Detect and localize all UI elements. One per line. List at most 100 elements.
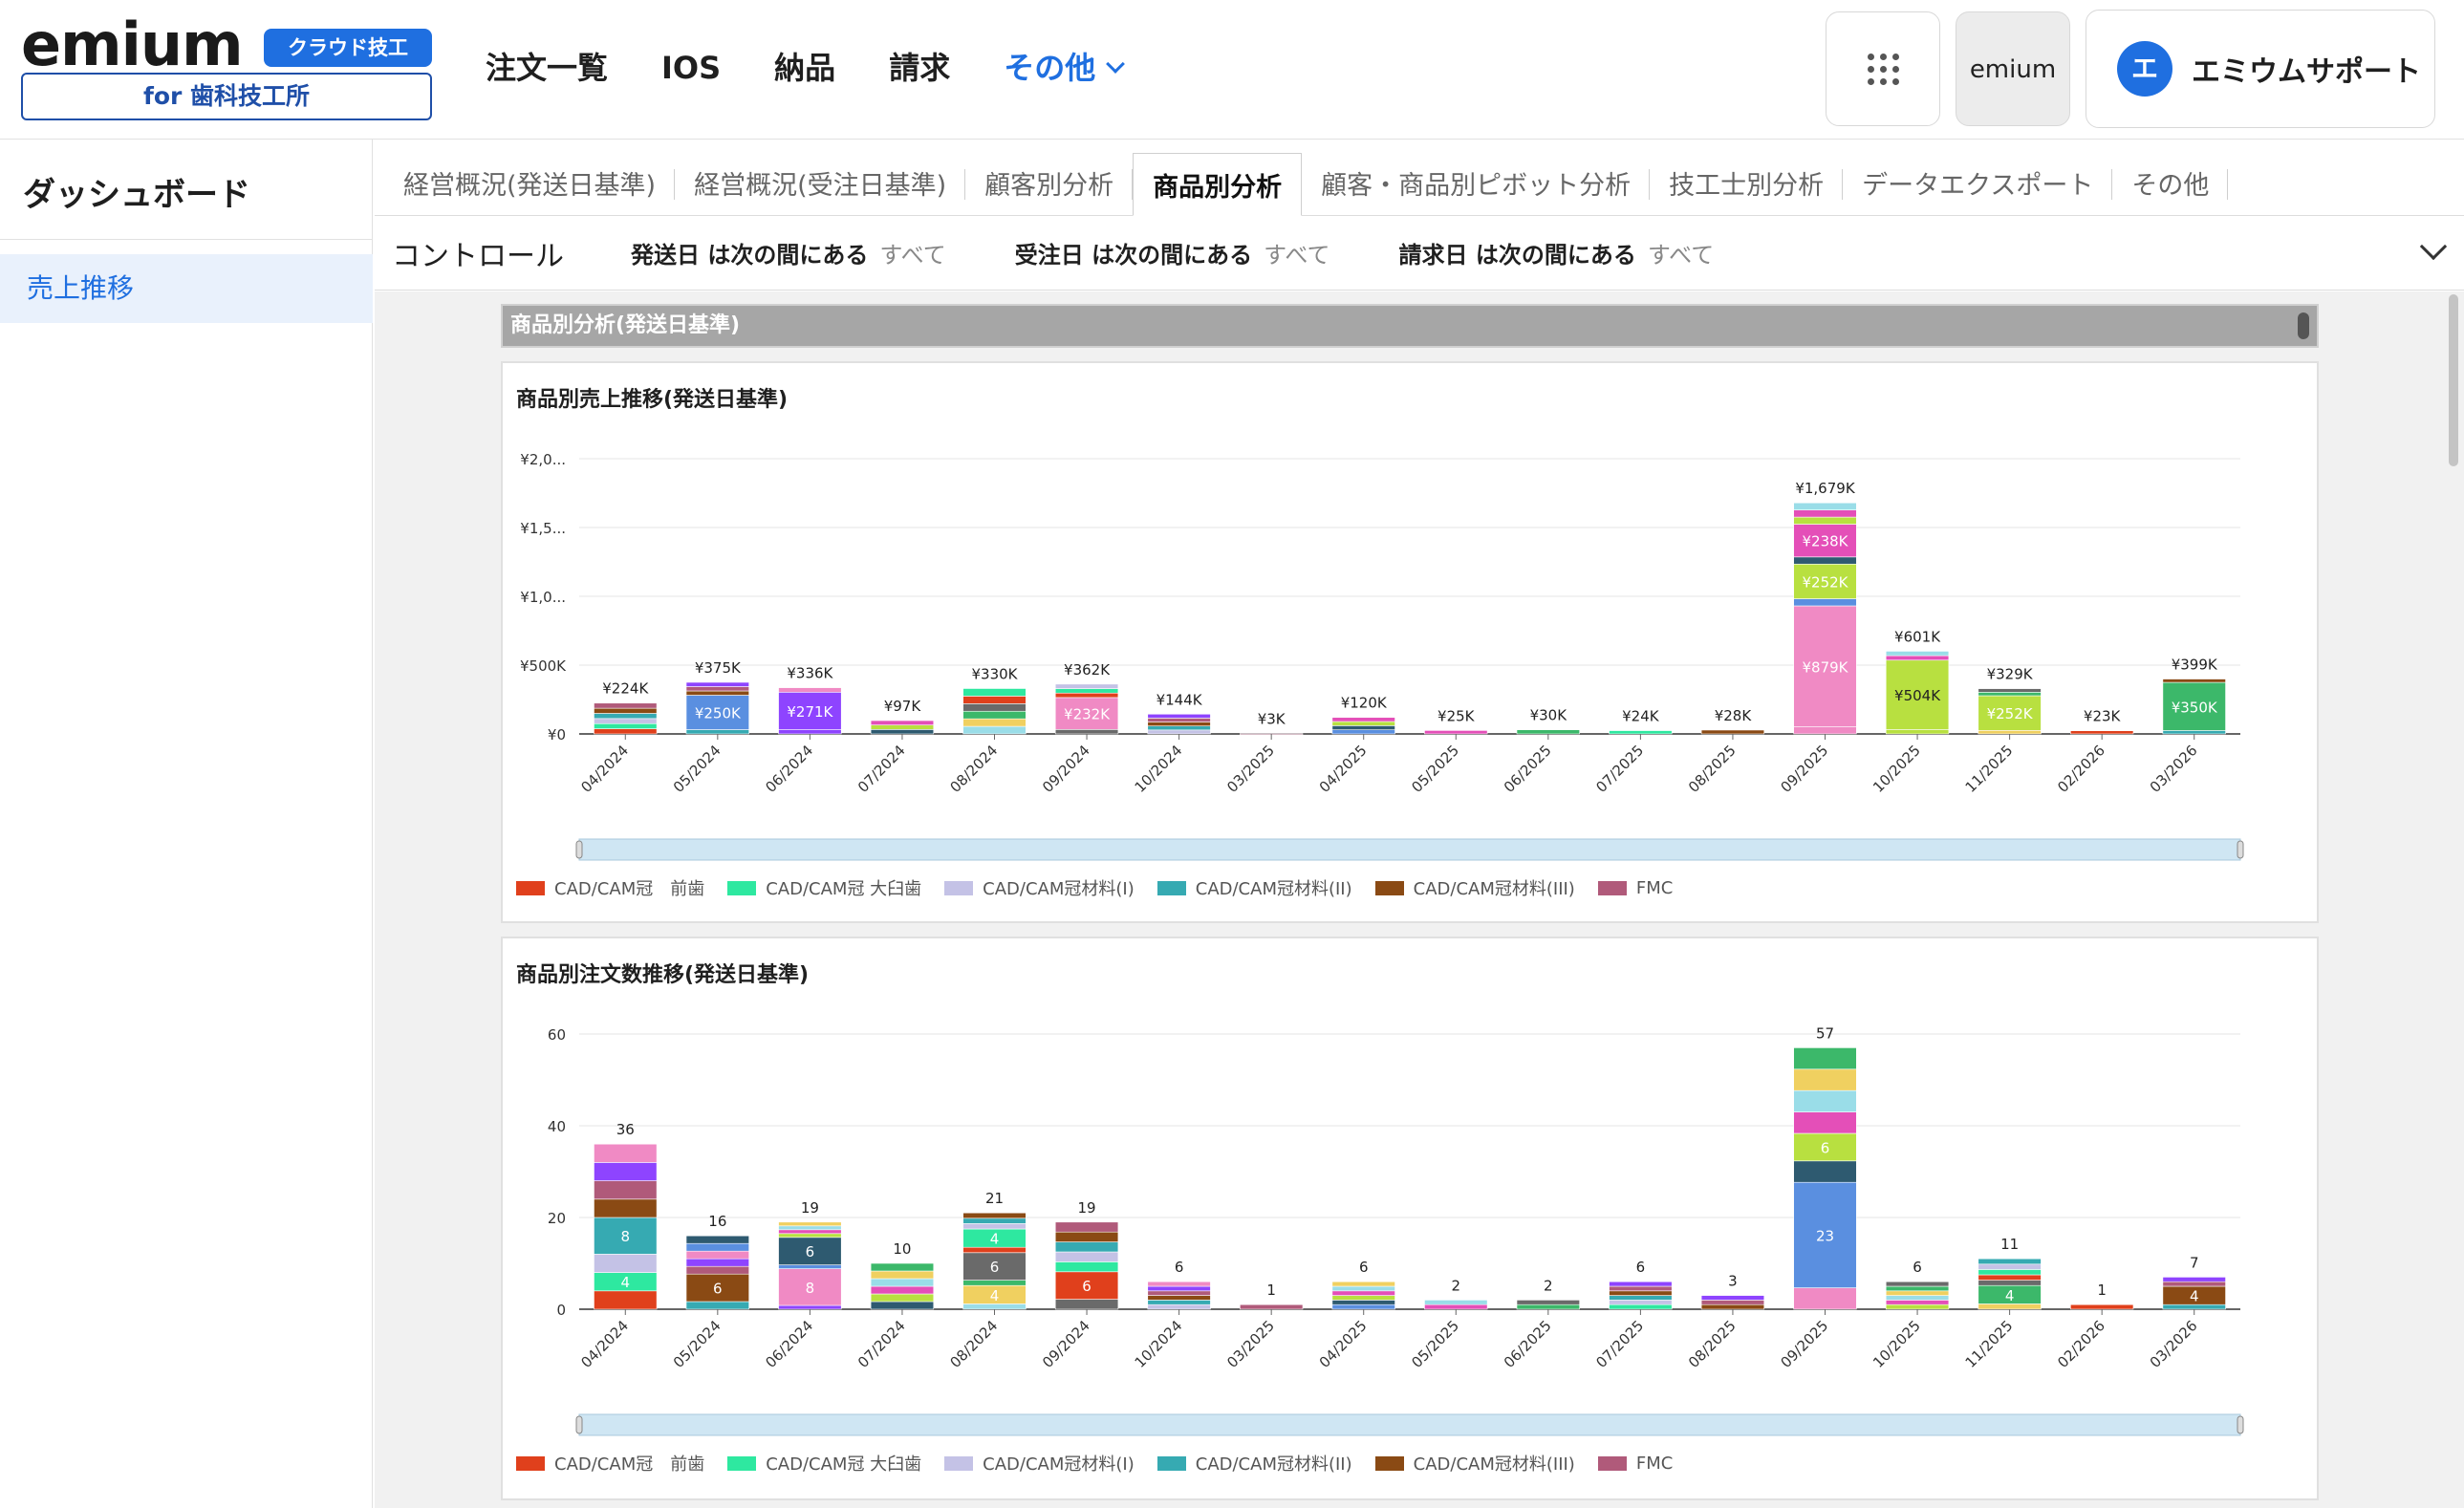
sidebar: ダッシュボード 売上推移 <box>0 140 373 1508</box>
nav-orders[interactable]: 注文一覧 <box>486 50 609 86</box>
x-tick-label: 09/2025 <box>1778 742 1832 796</box>
bar-segment <box>1331 717 1395 722</box>
range-slider-handle <box>575 1415 583 1434</box>
sidebar-divider <box>0 239 373 240</box>
bar-segment <box>1793 1111 1857 1134</box>
legend-item[interactable]: CAD/CAM冠材料(III) <box>1374 875 1575 900</box>
legend-item[interactable]: CAD/CAM冠 大臼歯 <box>727 875 921 900</box>
legend-swatch <box>944 1455 974 1471</box>
y-tick-label: ¥500K <box>520 657 567 675</box>
bar-segment <box>685 1301 749 1310</box>
legend-item[interactable]: CAD/CAM冠 前歯 <box>516 875 704 900</box>
user-name: エミウムサポート <box>2192 55 2421 89</box>
y-tick-label: 20 <box>548 1210 566 1227</box>
legend-swatch <box>1597 1455 1627 1471</box>
tab-pivot-analysis[interactable]: 顧客・商品別ピボット分析 <box>1302 152 1651 215</box>
bar-segment <box>1147 729 1211 735</box>
x-tick-label: 04/2025 <box>1316 742 1371 796</box>
bar-segment <box>1793 726 1857 735</box>
bar-segment <box>594 1254 658 1273</box>
legend-item[interactable]: CAD/CAM冠材料(II) <box>1156 1451 1352 1476</box>
tab-overview-ship[interactable]: 経営概況(発送日基準) <box>384 152 676 215</box>
legend-item[interactable]: FMC <box>1597 1454 1673 1474</box>
tab-customer-analysis[interactable]: 顧客別分析 <box>965 152 1134 215</box>
bar-segment <box>778 1237 842 1265</box>
bar-segment <box>870 1278 935 1287</box>
legend-item[interactable]: CAD/CAM冠材料(III) <box>1374 1451 1575 1476</box>
legend-item[interactable]: CAD/CAM冠 前歯 <box>516 1451 704 1476</box>
segment-data-label: 6 <box>1082 1278 1092 1295</box>
range-slider-track <box>578 838 2241 861</box>
bar-segment <box>778 729 842 735</box>
tab-overview-order[interactable]: 経営概況(受注日基準) <box>675 152 966 215</box>
bar-segment <box>1885 1281 1950 1287</box>
emium-switch-button[interactable]: emium <box>1956 11 2070 126</box>
chevron-down-icon[interactable] <box>2419 232 2448 261</box>
filter-order-date[interactable]: 受注日 は次の間にある すべて <box>1015 236 1330 269</box>
bar-segment <box>1885 1290 1950 1296</box>
vertical-scrollbar[interactable] <box>2449 294 2458 466</box>
control-bar: コントロール 発送日 は次の間にある すべて 受注日 は次の間にある すべて 請… <box>375 216 2464 291</box>
bar-segment <box>778 687 842 693</box>
total-data-label: 2 <box>1544 1277 1553 1294</box>
bar-segment <box>1793 605 1857 727</box>
x-tick-label: 11/2025 <box>1962 742 2017 796</box>
nav-ios[interactable]: IOS <box>661 50 722 86</box>
legend-item[interactable]: CAD/CAM冠 大臼歯 <box>727 1451 921 1476</box>
segment-data-label: 6 <box>806 1243 815 1260</box>
x-tick-label: 03/2026 <box>2147 1317 2201 1371</box>
bar-segment <box>962 1217 1027 1224</box>
dashboard-tabs: 経営概況(発送日基準) 経営概況(受注日基準) 顧客別分析 商品別分析 顧客・商… <box>375 153 2464 216</box>
filter-billing-date[interactable]: 請求日 は次の間にある すべて <box>1398 236 1714 269</box>
bar-segment <box>962 1303 1027 1310</box>
segment-data-label: 6 <box>713 1281 723 1298</box>
bar-segment <box>594 1162 658 1181</box>
bar-segment <box>962 696 1027 704</box>
filter-value: すべて <box>879 242 946 269</box>
legend-item[interactable]: CAD/CAM冠材料(II) <box>1156 875 1352 900</box>
tab-data-export[interactable]: データエクスポート <box>1843 152 2113 215</box>
range-slider-handle <box>2237 1415 2244 1434</box>
segment-data-label: 4 <box>2005 1287 2015 1304</box>
section-header[interactable]: 商品別分析(発送日基準) <box>501 304 2319 348</box>
nav-more-dropdown[interactable]: その他 <box>1004 44 1126 92</box>
bar-segment <box>2162 730 2226 735</box>
bar-segment <box>962 703 1027 712</box>
bar-segment <box>2162 679 2226 683</box>
bar-segment <box>1609 1290 1673 1296</box>
total-data-label: 3 <box>1728 1273 1738 1290</box>
bar-segment <box>1147 718 1211 722</box>
legend-item[interactable]: CAD/CAM冠材料(I) <box>944 875 1135 900</box>
section-title: 商品別分析(発送日基準) <box>510 313 741 337</box>
bar-segment <box>1054 729 1119 735</box>
legend-item[interactable]: CAD/CAM冠材料(I) <box>944 1451 1135 1476</box>
tab-product-analysis[interactable]: 商品別分析 <box>1133 153 1303 216</box>
legend-item[interactable]: FMC <box>1597 877 1674 898</box>
bar-segment <box>962 1252 1027 1281</box>
tab-technician-analysis[interactable]: 技工士別分析 <box>1650 152 1844 215</box>
bar-segment <box>594 713 658 720</box>
bar-segment <box>1793 556 1857 565</box>
bar-segment <box>1978 1269 2042 1276</box>
user-menu-button[interactable]: エ エミウムサポート <box>2086 10 2435 128</box>
avatar: エ <box>2117 41 2172 97</box>
tab-other[interactable]: その他 <box>2112 152 2229 215</box>
nav-billing[interactable]: 請求 <box>889 50 951 86</box>
bar-segment <box>2162 1281 2226 1287</box>
total-data-label: ¥375K <box>695 659 742 677</box>
x-tick-label: 07/2024 <box>854 1317 909 1371</box>
total-data-label: ¥329K <box>1987 666 2034 683</box>
bar-segment <box>962 718 1027 727</box>
sidebar-item-sales-trend[interactable]: 売上推移 <box>0 254 373 323</box>
emium-logo[interactable]: emium クラウド技工 for 歯科技工所 <box>21 11 432 124</box>
bar-segment <box>778 1225 842 1231</box>
drag-handle-icon[interactable] <box>2298 312 2309 339</box>
filter-ship-date[interactable]: 発送日 は次の間にある すべて <box>631 236 946 269</box>
app-launcher-button[interactable] <box>1826 11 1940 126</box>
nav-delivery[interactable]: 納品 <box>774 50 836 86</box>
bar-segment <box>1978 688 2042 693</box>
total-data-label: 11 <box>2000 1236 2019 1253</box>
total-data-label: ¥336K <box>787 665 833 682</box>
legend-label: FMC <box>1635 877 1674 898</box>
total-data-label: 7 <box>2190 1254 2199 1271</box>
